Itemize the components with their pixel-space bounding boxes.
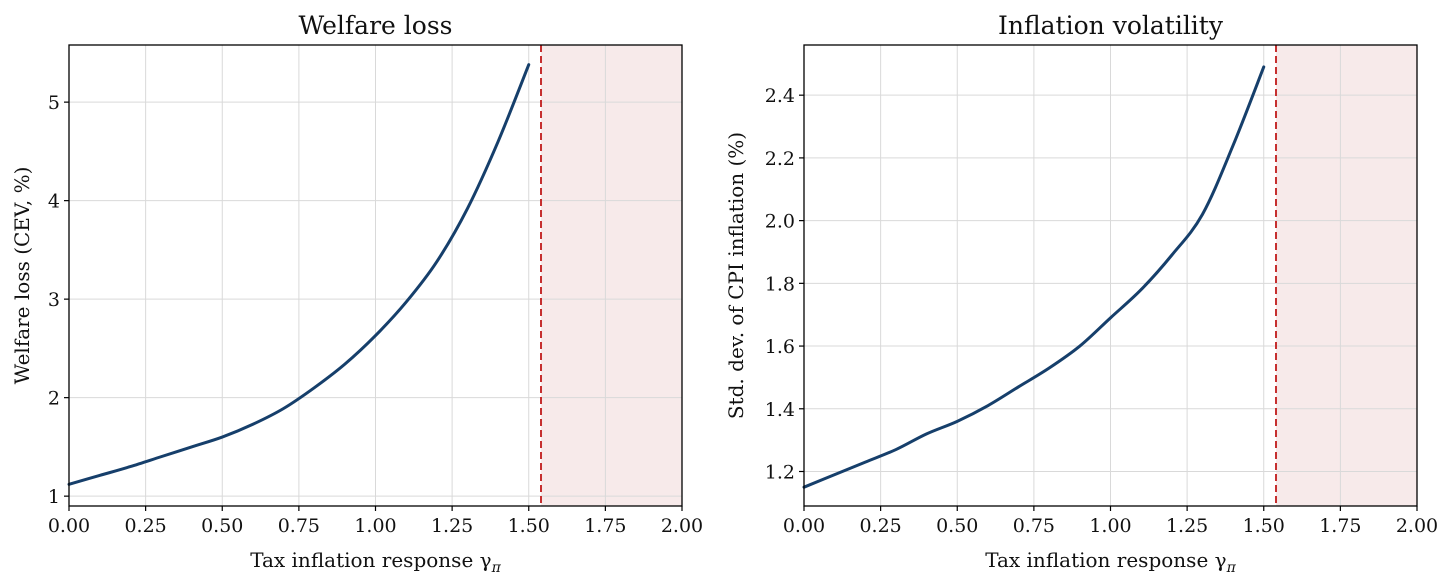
chart-title: Welfare loss: [298, 11, 452, 40]
data-line: [67, 63, 531, 486]
x-tick-label: 1.00: [354, 515, 396, 537]
shaded-region: [541, 45, 682, 506]
x-axis-label-subscript: π: [1226, 560, 1237, 576]
y-tick-label: 1.2: [765, 462, 795, 484]
x-tick-label: 0.75: [278, 515, 320, 537]
x-axis-label-main: Tax inflation response γ: [985, 548, 1226, 572]
x-tick-label: 1.25: [431, 515, 473, 537]
x-tick-label: 0.00: [783, 515, 825, 537]
x-tick-label: 0.75: [1013, 515, 1055, 537]
x-tick-label: 1.75: [584, 515, 626, 537]
x-tick-label: 0.50: [936, 515, 978, 537]
x-tick-label: 2.00: [1396, 515, 1438, 537]
data-line: [802, 65, 1266, 489]
x-axis-label: Tax inflation response γπ: [250, 548, 501, 576]
x-tick-label: 1.50: [508, 515, 550, 537]
y-tick-label: 1.8: [765, 273, 795, 295]
x-tick-label: 1.75: [1319, 515, 1361, 537]
x-axis-label: Tax inflation response γπ: [985, 548, 1236, 576]
inflation-volatility-panel: 0.00 0.25 0.50 0.75 1.00 1.25 1.50 1.75 2.00 1.2 1…: [724, 11, 1438, 576]
y-tick-label: 4: [48, 191, 60, 213]
y-tick-label: 2.4: [765, 85, 795, 107]
y-tick-label: 1.4: [765, 399, 795, 421]
y-tick-label: 1.6: [765, 336, 795, 358]
y-tick-label: 1: [48, 486, 60, 508]
x-tick-label: 0.50: [201, 515, 243, 537]
x-tick-label: 1.50: [1243, 515, 1285, 537]
x-tick-label: 1.00: [1089, 515, 1131, 537]
y-tick-label: 5: [48, 92, 60, 114]
y-tick-label: 2: [48, 388, 60, 410]
y-axis-label: Welfare loss (CEV, %): [10, 167, 34, 385]
y-axis-label: Std. dev. of CPI inflation (%): [724, 132, 748, 419]
x-tick-label: 0.00: [48, 515, 90, 537]
x-tick-label: 0.25: [859, 515, 901, 537]
shaded-region: [1276, 45, 1417, 506]
y-tick-label: 2.0: [765, 211, 795, 233]
welfare-loss-panel: 0.00 0.25 0.50 0.75 1.00 1.25 1.50 1.75 2.00 1 2 3 4…: [10, 11, 703, 576]
x-tick-label: 0.25: [124, 515, 166, 537]
x-tick-label: 1.25: [1166, 515, 1208, 537]
x-axis-label-main: Tax inflation response γ: [250, 548, 491, 572]
x-axis-label-subscript: π: [491, 560, 502, 576]
y-tick-label: 2.2: [765, 148, 795, 170]
y-tick-label: 3: [48, 289, 60, 311]
x-tick-label: 2.00: [661, 515, 703, 537]
chart-title: Inflation volatility: [998, 11, 1224, 40]
